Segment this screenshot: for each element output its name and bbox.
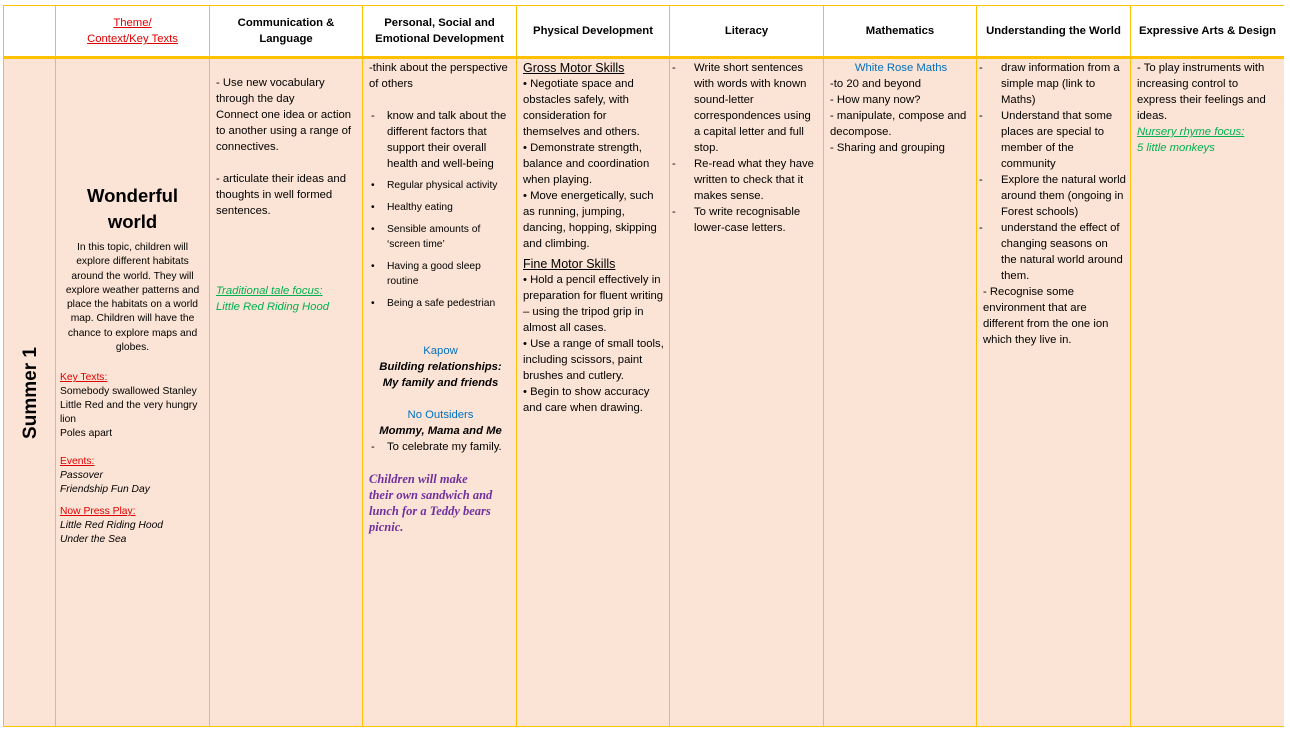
bullet: Use a range of small tools, including sc… [523, 336, 665, 384]
program-label: No Outsiders [407, 409, 474, 421]
section-label: Key Texts: [60, 372, 108, 384]
focus-label: Nursery rhyme focus: [1137, 126, 1245, 138]
header-cell: Mathematics [824, 6, 977, 59]
program-text: Mommy, Mama and Me [379, 425, 502, 437]
expressive-cell: - To play instruments with increasing co… [1131, 59, 1284, 726]
row-label-cell: Summer 1 [4, 59, 56, 726]
key-text: Poles apart [60, 428, 113, 440]
list-item: Write short sentences with words with kn… [670, 60, 819, 156]
section-label: Fine Motor Skills [523, 257, 616, 271]
theme-title: Wonderful world [86, 185, 179, 232]
event: Passover [60, 470, 103, 482]
text: -think about the perspective of others [369, 62, 508, 90]
list-item: To celebrate my family. [369, 439, 512, 455]
understanding-cell: draw information from a simple map (link… [977, 59, 1131, 726]
literacy-cell: Write short sentences with words with kn… [670, 59, 824, 726]
list-item: understand the effect of changing season… [977, 220, 1126, 284]
now-press-play: Under the Sea [60, 534, 127, 546]
bullet: Negotiate space and obstacles safely, wi… [523, 76, 665, 140]
theme-intro: In this topic, children will explore dif… [65, 242, 200, 354]
text: - Recognise some environment that are di… [983, 286, 1109, 346]
header-text: Theme/ [113, 17, 152, 29]
text: - articulate their ideas and thoughts in… [216, 173, 346, 217]
header-cell: Expressive Arts & Design [1131, 6, 1284, 59]
list-item: know and talk about the different factor… [369, 108, 512, 172]
bullet: Move energetically, such as running, jum… [523, 188, 665, 252]
row-label: Summer 1 [19, 347, 41, 439]
header-cell: Communication & Language [210, 6, 363, 59]
text: - Sharing and grouping [830, 142, 945, 154]
text: - To play instruments with increasing co… [1137, 62, 1266, 122]
bullet: Demonstrate strength, balance and coordi… [523, 140, 665, 188]
bullet: Having a good sleep routine [369, 259, 512, 289]
focus-text: Little Red Riding Hood [216, 301, 330, 313]
corner-cell [4, 6, 56, 59]
event: Friendship Fun Day [60, 484, 150, 496]
list-item: Re-read what they have written to check … [670, 156, 819, 204]
communication-cell: - Use new vocabulary through the day Con… [210, 59, 363, 726]
mathematics-cell: White Rose Maths -to 20 and beyond - How… [824, 59, 977, 726]
list-item: draw information from a simple map (link… [977, 60, 1126, 108]
bullet: Begin to show accuracy and care when dra… [523, 384, 665, 416]
key-text: Somebody swallowed Stanley [60, 386, 197, 398]
header-cell: Understanding the World [977, 6, 1131, 59]
text: Connect one idea or action to another us… [216, 109, 352, 153]
program-label: Kapow [423, 345, 458, 357]
list-item: To write recognisable lower-case letters… [670, 204, 819, 236]
header-cell: Theme/ Context/Key Texts [56, 6, 210, 59]
text: -to 20 and beyond [830, 78, 922, 90]
section-label: Events: [60, 456, 95, 468]
bullet: Being a safe pedestrian [369, 296, 512, 311]
header-cell: Physical Development [517, 6, 670, 59]
physical-cell: Gross Motor Skills Negotiate space and o… [517, 59, 670, 726]
header-cell: Personal, Social and Emotional Developme… [363, 6, 517, 59]
section-label: Now Press Play: [60, 506, 136, 518]
header-text: Context/Key Texts [87, 33, 178, 45]
theme-cell: Wonderful world In this topic, children … [56, 59, 210, 726]
focus-label: Traditional tale focus: [216, 285, 323, 297]
list-item: Explore the natural world around them (o… [977, 172, 1126, 220]
text: - How many now? [830, 94, 921, 106]
curriculum-table: Theme/ Context/Key Texts Communication &… [3, 5, 1284, 727]
header-cell: Literacy [670, 6, 824, 59]
text: - manipulate, compose and decompose. [830, 110, 967, 138]
program-text: Building relationships: My family and fr… [379, 361, 502, 389]
bullet: Regular physical activity [369, 178, 512, 193]
bullet: Healthy eating [369, 200, 512, 215]
text: - Use new vocabulary through the day [216, 77, 325, 105]
section-label: Gross Motor Skills [523, 61, 625, 75]
list-item: Understand that some places are special … [977, 108, 1126, 172]
key-text: Little Red and the very hungry lion [60, 400, 198, 426]
now-press-play: Little Red Riding Hood [60, 520, 164, 532]
bullet: Sensible amounts of ‘screen time’ [369, 222, 512, 252]
section-label: White Rose Maths [854, 62, 948, 74]
activity: Children will make their own sandwich an… [369, 472, 493, 534]
focus-text: 5 little monkeys [1137, 142, 1215, 154]
bullet: Hold a pencil effectively in preparation… [523, 272, 665, 336]
psed-cell: -think about the perspective of others k… [363, 59, 517, 726]
